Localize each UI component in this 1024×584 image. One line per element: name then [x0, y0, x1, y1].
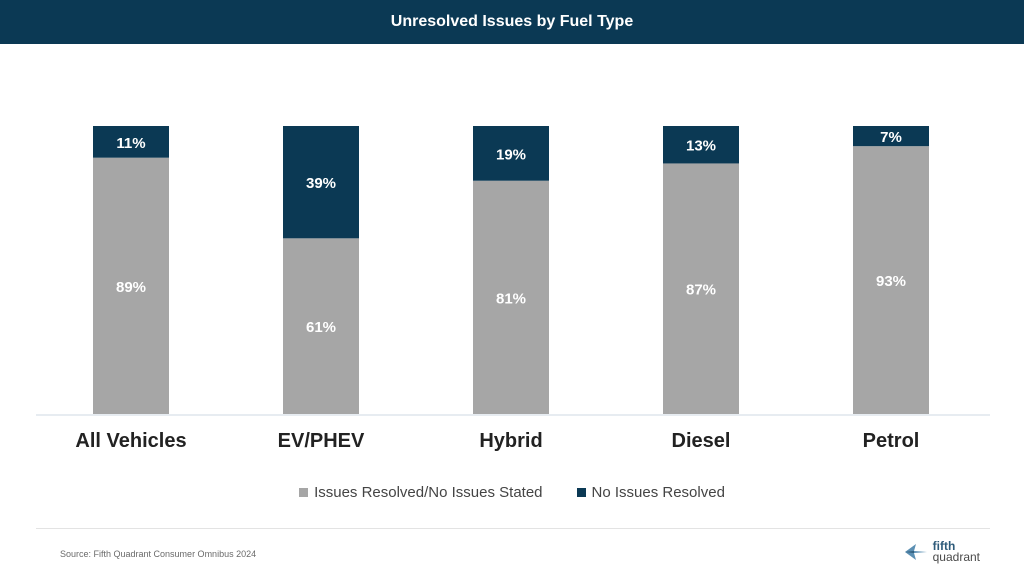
- data-label-resolved-0: 89%: [116, 279, 146, 296]
- data-label-unresolved-0: 11%: [116, 135, 145, 152]
- fifth-quadrant-arrow-icon: [904, 544, 927, 560]
- chart-title: Unresolved Issues by Fuel Type: [390, 13, 634, 30]
- bar-unresolved-0: [93, 126, 169, 158]
- bar-resolved-3: [663, 163, 739, 414]
- bar-unresolved-2: [473, 126, 549, 181]
- data-label-unresolved-2: 19%: [496, 146, 526, 163]
- logo-line1: fifth: [932, 539, 956, 553]
- data-label-unresolved-4: 7%: [880, 129, 902, 146]
- data-label-resolved-4: 93%: [876, 273, 906, 290]
- x-tick-label-0: All Vehicles: [75, 430, 186, 452]
- bar-resolved-4: [853, 146, 929, 414]
- legend-item-resolved: Issues Resolved/No Issues Stated: [299, 484, 543, 501]
- legend-item-unresolved: No Issues Resolved: [576, 484, 725, 501]
- bar-unresolved-1: [283, 126, 359, 239]
- legend-label-resolved: Issues Resolved/No Issues Stated: [314, 484, 543, 501]
- legend-label-unresolved: No Issues Resolved: [591, 484, 725, 501]
- data-label-unresolved-1: 39%: [306, 175, 336, 192]
- title-bar: Unresolved Issues by Fuel Type: [0, 0, 1024, 44]
- stacked-bar-chart: 89% 11% All Vehicles 61% 39% EV/PHEV 81% 19% Hyb…: [36, 126, 990, 452]
- bar-resolved-1: [283, 238, 359, 414]
- x-tick-label-3: Diesel: [672, 430, 731, 452]
- x-tick-label-1: EV/PHEV: [278, 430, 365, 452]
- legend: Issues Resolved/No Issues Stated No Issu…: [0, 484, 1024, 501]
- x-tick-label-2: Hybrid: [479, 430, 542, 452]
- x-tick-label-4: Petrol: [863, 430, 920, 452]
- logo: fifth quadrant: [903, 539, 980, 564]
- footer-divider: [36, 528, 990, 529]
- bar-unresolved-3: [663, 126, 739, 164]
- data-label-resolved-2: 81%: [496, 290, 526, 307]
- source-note: Source: Fifth Quadrant Consumer Omnibus …: [60, 549, 257, 559]
- legend-swatch-unresolved: [576, 488, 586, 497]
- logo-line2: quadrant: [932, 550, 980, 564]
- data-label-resolved-3: 87%: [686, 282, 716, 299]
- bar-resolved-2: [473, 180, 549, 414]
- bar-unresolved-4: [853, 126, 929, 147]
- data-label-resolved-1: 61%: [306, 319, 336, 336]
- data-label-unresolved-3: 13%: [686, 138, 716, 155]
- logo-text: fifth quadrant: [932, 539, 980, 564]
- legend-swatch-resolved: [299, 488, 309, 497]
- bar-resolved-0: [93, 157, 169, 414]
